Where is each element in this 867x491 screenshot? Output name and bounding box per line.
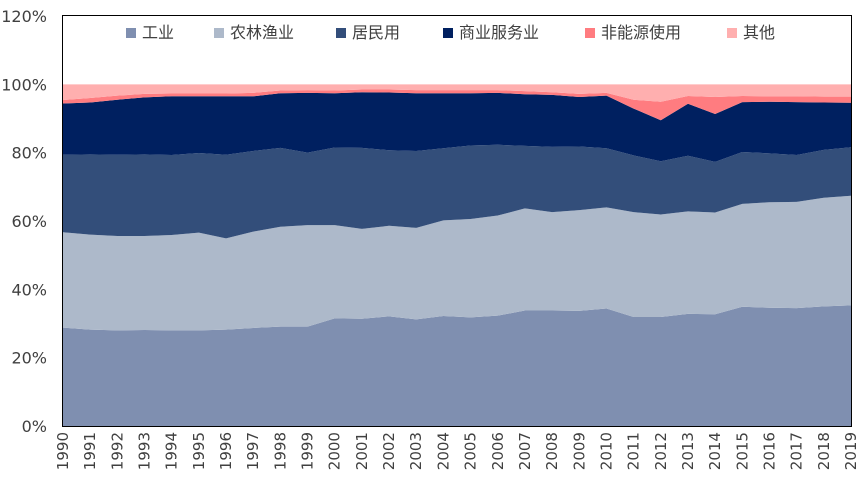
x-tick-label: 2012	[652, 432, 670, 470]
x-tick-label: 1999	[299, 432, 317, 470]
x-tick-label: 2018	[815, 432, 833, 470]
area-series-3	[63, 144, 851, 239]
x-tick-label: 2013	[679, 432, 697, 470]
x-tick-label: 2003	[407, 432, 425, 470]
legend-label: 商业服务业	[459, 23, 539, 42]
x-tick-label: 2002	[380, 432, 398, 470]
legend-swatch	[214, 28, 224, 38]
legend-swatch	[126, 28, 136, 38]
y-tick-label: 40%	[11, 280, 47, 299]
legend-item: 工业	[126, 23, 174, 42]
area-series-1	[63, 305, 851, 426]
y-tick-label: 0%	[22, 417, 47, 436]
plot-frame	[62, 15, 852, 427]
y-axis: 0% 20% 40% 60% 80% 100% 120%	[1, 7, 47, 436]
y-tick-label: 20%	[11, 349, 47, 368]
legend-item: 商业服务业	[443, 23, 539, 42]
y-tick-label: 80%	[11, 144, 47, 163]
legend-label: 工业	[142, 23, 174, 42]
area-series-5	[63, 89, 851, 121]
x-tick-label: 2015	[733, 432, 751, 470]
x-tick-label: 2016	[760, 432, 778, 470]
legend-swatch	[585, 28, 595, 38]
x-axis: 1990 1991 1992 1993 1994 1995 1996 1997 1998 1999…	[54, 432, 860, 470]
y-tick-label: 60%	[11, 212, 47, 231]
legend-label: 非能源使用	[601, 23, 681, 42]
x-tick-label: 2019	[842, 432, 860, 470]
area-series-6	[63, 84, 851, 102]
x-tick-label: 2009	[570, 432, 588, 470]
x-tick-label: 2017	[788, 432, 806, 470]
x-tick-label: 1997	[244, 432, 262, 470]
legend-item: 农林渔业	[214, 23, 294, 42]
legend-item: 其他	[727, 23, 775, 42]
x-tick-label: 1992	[108, 432, 126, 470]
y-tick-label: 120%	[1, 7, 47, 26]
x-tick-label: 2014	[706, 432, 724, 470]
x-tick-label: 1996	[217, 432, 235, 470]
legend-label: 农林渔业	[230, 23, 294, 42]
area-series-2	[63, 195, 851, 331]
x-tick-label: 1994	[163, 432, 181, 470]
x-tick-label: 1995	[190, 432, 208, 470]
area-series-group	[63, 84, 851, 426]
x-tick-label: 2006	[489, 432, 507, 470]
legend-swatch	[727, 28, 737, 38]
legend-label: 居民用	[352, 23, 400, 42]
legend-swatch	[336, 28, 346, 38]
x-tick-label: 1993	[136, 432, 154, 470]
x-tick-label: 1990	[54, 432, 72, 470]
x-tick-label: 1998	[271, 432, 289, 470]
legend-label: 其他	[743, 23, 775, 42]
x-tick-label: 2001	[353, 432, 371, 470]
x-tick-label: 2011	[625, 432, 643, 470]
x-tick-label: 1991	[81, 432, 99, 470]
area-series-4	[63, 92, 851, 162]
legend-item: 居民用	[336, 23, 400, 42]
x-tick-label: 2004	[434, 432, 452, 470]
legend: 工业 农林渔业 居民用 商业服务业 非能源使用 其他	[126, 23, 775, 42]
y-tick-label: 100%	[1, 75, 47, 94]
legend-item: 非能源使用	[585, 23, 681, 42]
x-tick-label: 2005	[462, 432, 480, 470]
x-tick-label: 2008	[543, 432, 561, 470]
x-tick-label: 2010	[597, 432, 615, 470]
x-tick-label: 2000	[326, 432, 344, 470]
legend-swatch	[443, 28, 453, 38]
x-tick-label: 2007	[516, 432, 534, 470]
